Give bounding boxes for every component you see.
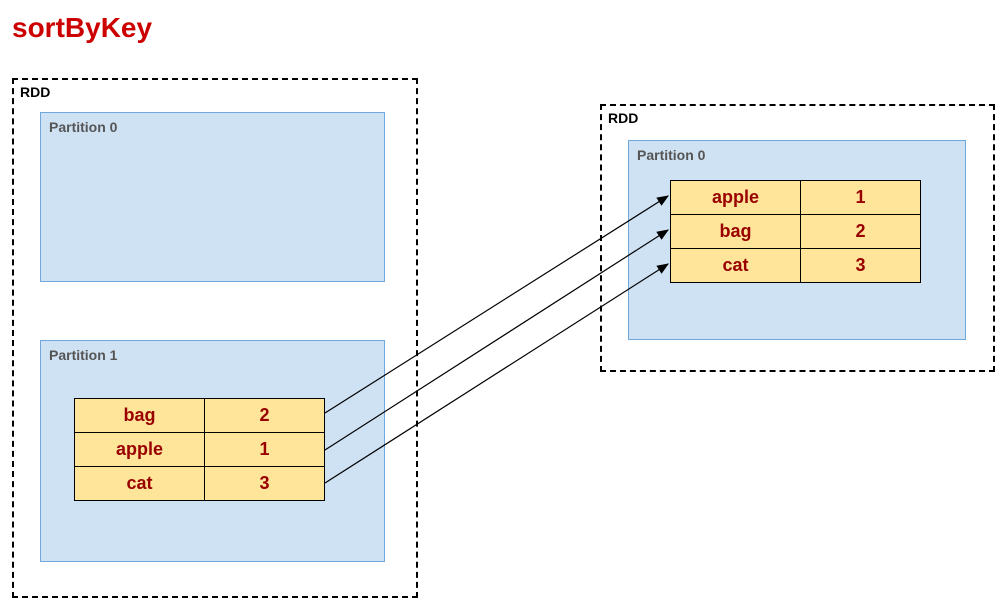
table-row: cat 3 [671, 249, 921, 283]
cell-key: bag [671, 215, 801, 249]
table-row: bag 2 [75, 399, 325, 433]
cell-val: 2 [205, 399, 325, 433]
cell-key: bag [75, 399, 205, 433]
diagram-title: sortByKey [12, 12, 152, 44]
left-partition-0: Partition 0 [40, 112, 385, 282]
cell-key: cat [671, 249, 801, 283]
cell-key: apple [671, 181, 801, 215]
cell-val: 3 [205, 467, 325, 501]
cell-key: cat [75, 467, 205, 501]
cell-val: 1 [801, 181, 921, 215]
cell-val: 3 [801, 249, 921, 283]
right-partition-0-table: apple 1 bag 2 cat 3 [670, 180, 921, 283]
left-partition-1-label: Partition 1 [49, 347, 117, 363]
cell-key: apple [75, 433, 205, 467]
table-row: apple 1 [75, 433, 325, 467]
right-partition-0-label: Partition 0 [637, 147, 705, 163]
cell-val: 1 [205, 433, 325, 467]
table-row: apple 1 [671, 181, 921, 215]
table-row: bag 2 [671, 215, 921, 249]
right-rdd-label: RDD [608, 110, 638, 126]
cell-val: 2 [801, 215, 921, 249]
table-row: cat 3 [75, 467, 325, 501]
left-partition-0-label: Partition 0 [49, 119, 117, 135]
left-rdd-label: RDD [20, 84, 50, 100]
left-partition-1-table: bag 2 apple 1 cat 3 [74, 398, 325, 501]
